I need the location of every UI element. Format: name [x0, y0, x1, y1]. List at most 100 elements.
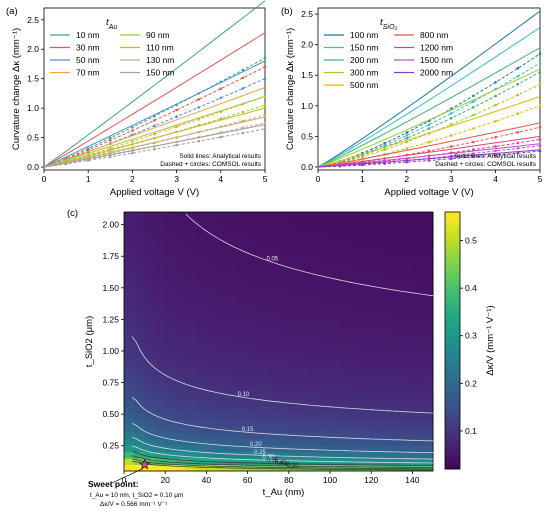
comsol-point: [361, 155, 364, 159]
heatmap-cell: [381, 296, 393, 304]
heatmap-cell: [412, 276, 424, 284]
heatmap-cell: [371, 283, 382, 291]
heatmap-cell: [381, 335, 393, 342]
heatmap-cell: [288, 302, 300, 310]
heatmap-cell: [165, 283, 176, 291]
heatmap-cell: [330, 393, 341, 401]
heatmap-cell: [319, 212, 331, 219]
heatmap-cell: [257, 393, 269, 401]
heatmap-cell: [402, 322, 413, 329]
heatmap-cell: [257, 322, 269, 329]
heatmap-cell: [247, 458, 259, 465]
heatmap-cell: [350, 367, 362, 375]
heatmap-cell: [237, 289, 248, 297]
heatmap-cell: [360, 367, 372, 375]
heatmap-cell: [185, 315, 197, 323]
heatmap-cell: [422, 380, 434, 388]
heatmap-cell: [309, 451, 321, 459]
heatmap-cell: [309, 237, 321, 245]
heatmap-cell: [422, 354, 434, 362]
heatmap-cell: [144, 438, 156, 446]
heatmap-cell: [381, 419, 393, 427]
y-tick-label: 1.50: [102, 283, 119, 293]
heatmap-cell: [391, 335, 403, 342]
heatmap-cell: [319, 263, 331, 271]
heatmap-cell: [299, 218, 310, 226]
heatmap-cell: [124, 335, 135, 342]
heatmap-cell: [350, 347, 362, 355]
heatmap-cell: [360, 464, 372, 472]
heatmap-cell: [288, 296, 300, 304]
heatmap-cell: [134, 412, 145, 420]
heatmap-cell: [216, 412, 228, 420]
note-analytical: Solid lines: Analytical results: [454, 153, 536, 160]
heatmap-cell: [288, 419, 300, 427]
heatmap-cell: [257, 270, 269, 278]
heatmap-cell: [175, 341, 187, 349]
heatmap-cell: [134, 367, 145, 375]
heatmap-cell: [309, 276, 321, 284]
heatmap-cell: [319, 354, 331, 362]
heatmap-cell: [227, 289, 238, 297]
heatmap-cell: [330, 257, 341, 265]
heatmap-cell: [288, 347, 300, 355]
heatmap-cell: [402, 354, 413, 362]
heatmap-cell: [278, 406, 290, 414]
heatmap-cell: [371, 218, 382, 226]
heatmap-cell: [309, 445, 321, 452]
heatmap-cell: [144, 432, 156, 440]
comsol-point: [516, 67, 520, 70]
comsol-point: [383, 148, 386, 151]
heatmap-cell: [309, 335, 321, 342]
heatmap-cell: [402, 212, 413, 219]
heatmap-cell: [165, 302, 176, 310]
legend-title: tAu: [106, 17, 117, 31]
heatmap-cell: [175, 231, 187, 239]
y-tick-label: 2.5: [27, 15, 39, 25]
heatmap-cell: [278, 386, 290, 394]
heatmap-cell: [154, 263, 166, 271]
heatmap-cell: [391, 283, 403, 291]
heatmap-cell: [185, 432, 197, 440]
heatmap-cell: [216, 347, 228, 355]
heatmap-cell: [154, 464, 166, 472]
heatmap-cell: [330, 367, 341, 375]
heatmap-cell: [185, 458, 197, 465]
heatmap-cell: [350, 425, 362, 433]
heatmap-cell: [175, 328, 187, 336]
comsol-point: [219, 96, 223, 100]
heatmap-cell: [422, 438, 434, 446]
heatmap-cell: [247, 250, 259, 258]
heatmap-cell: [175, 386, 187, 394]
heatmap-cell: [185, 328, 197, 336]
heatmap-cell: [381, 270, 393, 278]
colorbar-segment: [445, 241, 460, 247]
heatmap-cell: [257, 218, 269, 226]
heatmap-cell: [340, 224, 351, 232]
heatmap-cell: [175, 399, 187, 407]
heatmap-cell: [381, 432, 393, 440]
heatmap-cell: [196, 263, 207, 271]
heatmap-cell: [381, 283, 393, 291]
heatmap-cell: [124, 289, 135, 297]
heatmap-cell: [360, 445, 372, 452]
heatmap-cell: [412, 386, 424, 394]
heatmap-cell: [237, 270, 248, 278]
heatmap-cell: [330, 231, 341, 239]
comsol-point: [472, 155, 475, 159]
comsol-point: [516, 83, 520, 86]
legend-entry: 150 nm: [146, 68, 174, 78]
comsol-point: [538, 61, 542, 65]
heatmap-cell: [402, 296, 413, 304]
heatmap-cell: [309, 231, 321, 239]
heatmap-cell: [206, 322, 218, 329]
colorbar-tick-label: 0.4: [465, 283, 477, 293]
comsol-point: [86, 148, 90, 152]
heatmap-cell: [165, 231, 176, 239]
colorbar-segment: [445, 357, 460, 363]
heatmap-cell: [237, 399, 248, 407]
x-tick-label: 40: [202, 475, 212, 485]
comsol-point: [472, 127, 475, 130]
heatmap-cell: [165, 289, 176, 297]
heatmap-cell: [350, 231, 362, 239]
